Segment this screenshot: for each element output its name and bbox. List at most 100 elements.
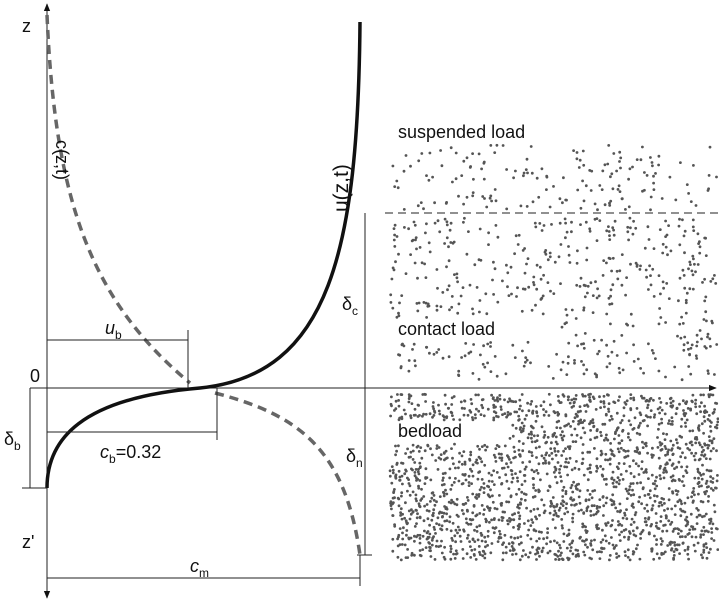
particle bbox=[690, 399, 694, 403]
particle bbox=[432, 498, 436, 502]
particle bbox=[481, 406, 485, 410]
particle bbox=[473, 540, 477, 543]
particle bbox=[457, 374, 461, 377]
particle bbox=[480, 539, 484, 543]
particle bbox=[537, 530, 541, 534]
particle bbox=[590, 504, 594, 508]
particle bbox=[536, 551, 540, 555]
particle bbox=[631, 482, 635, 485]
particle bbox=[511, 434, 515, 438]
particle bbox=[417, 467, 420, 471]
particle bbox=[558, 197, 562, 201]
particle bbox=[710, 527, 713, 530]
particle bbox=[423, 262, 426, 266]
particle bbox=[427, 535, 431, 539]
particle bbox=[431, 405, 435, 408]
particle bbox=[632, 533, 636, 537]
particle bbox=[558, 471, 561, 475]
origin-label: 0 bbox=[30, 366, 40, 386]
particle bbox=[532, 281, 535, 284]
particle bbox=[391, 164, 395, 168]
particle bbox=[542, 400, 546, 404]
particle bbox=[673, 504, 677, 508]
particle bbox=[409, 414, 412, 418]
particle bbox=[428, 523, 431, 527]
particle bbox=[616, 520, 620, 523]
particle bbox=[428, 549, 432, 552]
particle bbox=[560, 479, 563, 483]
particle bbox=[451, 521, 455, 525]
particle bbox=[667, 419, 671, 423]
particle bbox=[441, 476, 445, 480]
particle bbox=[457, 479, 461, 483]
particle bbox=[505, 479, 509, 483]
particle bbox=[589, 471, 593, 474]
particle bbox=[701, 463, 704, 467]
particle bbox=[665, 282, 669, 285]
particle bbox=[580, 508, 583, 512]
particle bbox=[425, 509, 429, 512]
particle bbox=[632, 343, 635, 347]
particle bbox=[553, 260, 557, 264]
particle bbox=[522, 474, 526, 477]
particle bbox=[410, 239, 414, 243]
particle bbox=[608, 458, 612, 461]
particle bbox=[530, 400, 534, 403]
particle bbox=[548, 454, 551, 457]
particle bbox=[532, 283, 536, 287]
particle bbox=[686, 520, 690, 524]
particle bbox=[589, 189, 593, 192]
particle bbox=[581, 443, 585, 446]
particle bbox=[541, 461, 545, 465]
particle bbox=[527, 409, 531, 413]
particle bbox=[627, 538, 630, 541]
particle bbox=[404, 412, 407, 416]
particle bbox=[429, 478, 433, 482]
particle bbox=[450, 396, 454, 400]
particle bbox=[529, 402, 533, 406]
particle bbox=[510, 292, 513, 296]
particle bbox=[544, 459, 547, 463]
particle bbox=[480, 445, 484, 448]
particle bbox=[430, 543, 434, 547]
particle bbox=[644, 441, 648, 445]
particle bbox=[432, 508, 436, 512]
particle bbox=[538, 445, 541, 449]
particle bbox=[708, 419, 712, 423]
particle bbox=[422, 207, 425, 211]
particle bbox=[664, 453, 667, 457]
particle bbox=[639, 421, 642, 425]
particle bbox=[712, 503, 716, 507]
particle bbox=[570, 503, 573, 507]
particle bbox=[595, 457, 599, 461]
particle bbox=[558, 543, 561, 547]
particle bbox=[679, 514, 683, 518]
particle bbox=[616, 447, 620, 451]
particle bbox=[612, 152, 616, 155]
particle bbox=[603, 405, 606, 409]
particle bbox=[702, 318, 706, 321]
particle bbox=[568, 543, 572, 546]
particle bbox=[582, 306, 586, 310]
particle bbox=[629, 393, 633, 396]
particle bbox=[578, 158, 582, 162]
particle bbox=[693, 476, 697, 480]
particle bbox=[710, 537, 713, 540]
particle bbox=[533, 440, 537, 443]
particle bbox=[485, 312, 489, 316]
particle bbox=[522, 427, 525, 430]
particle bbox=[484, 540, 487, 544]
particle bbox=[529, 537, 533, 541]
particle bbox=[498, 397, 502, 401]
particle bbox=[520, 483, 524, 486]
particle bbox=[397, 252, 400, 256]
particle bbox=[702, 550, 706, 554]
particle bbox=[652, 415, 656, 419]
particle bbox=[514, 234, 518, 238]
particle bbox=[477, 493, 481, 496]
particle bbox=[663, 445, 667, 448]
particle bbox=[589, 509, 593, 513]
particle bbox=[650, 349, 654, 352]
particle bbox=[515, 295, 518, 298]
particle bbox=[591, 294, 595, 297]
